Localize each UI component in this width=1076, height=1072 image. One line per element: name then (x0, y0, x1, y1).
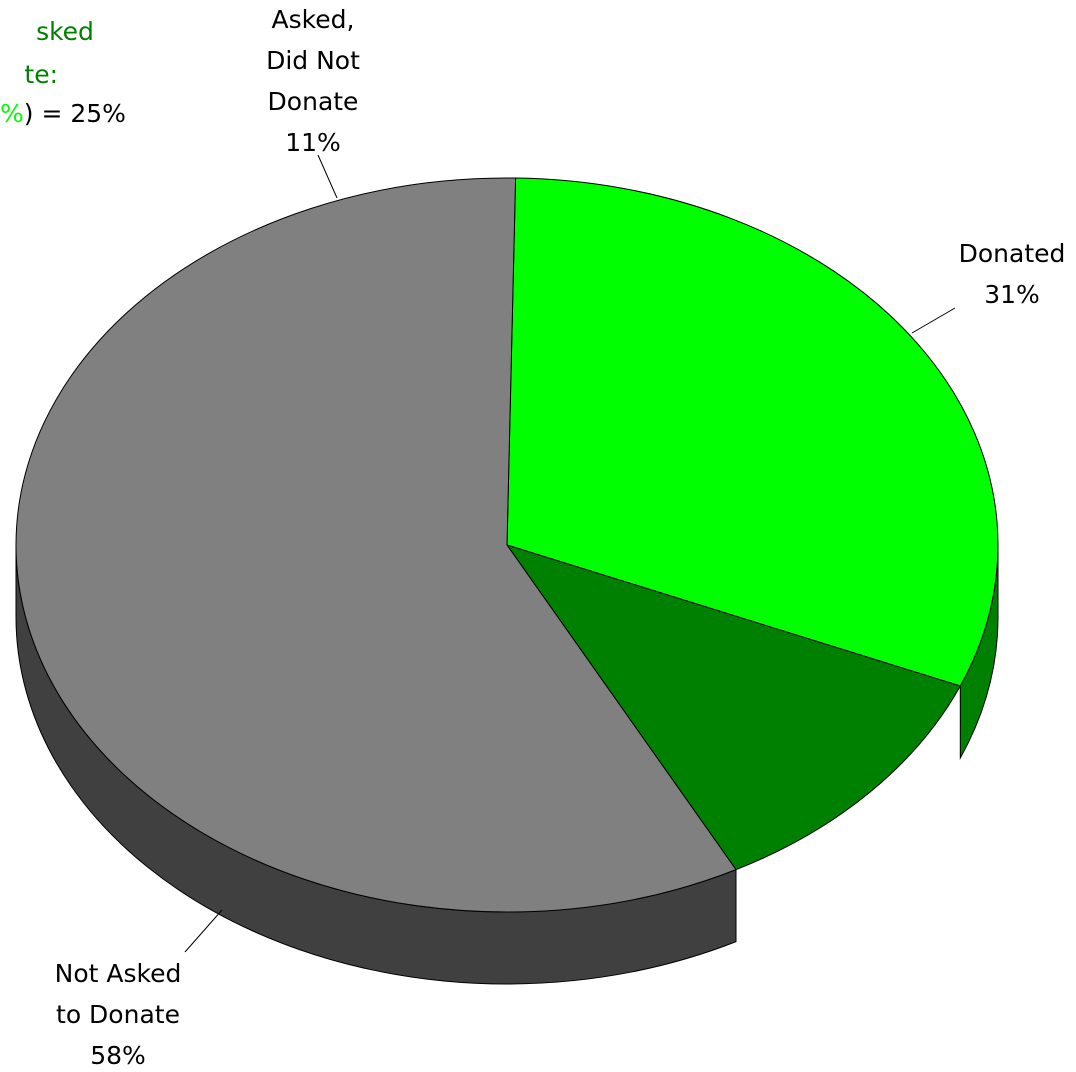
annotation-line-3-rest: ) = 25% (24, 99, 126, 128)
data-label-line: 58% (90, 1041, 146, 1070)
pie-slice-donated (506, 177, 999, 687)
leader-lines (184, 154, 956, 953)
annotation: sked te: %) = 25% (0, 17, 126, 128)
data-labels: Donated 31% Asked, Did Not Donate 11% Not Aske… (55, 5, 1066, 1070)
annotation-line-1-text: sked (36, 17, 94, 46)
data-label-line: 31% (984, 280, 1040, 309)
annotation-line-1: sked (36, 17, 94, 46)
pie-slice-asked-did-not-donate (505, 544, 962, 871)
data-label-not-asked-to-donate: Not Asked to Donate 58% (55, 959, 182, 1070)
leader-line-donated (911, 307, 956, 334)
data-label-donated: Donated 31% (959, 239, 1066, 309)
leader-line-asked-did-not-donate (317, 154, 338, 199)
leader-line-not-asked-to-donate (184, 909, 223, 953)
data-label-line: Not Asked (55, 959, 182, 988)
data-label-line: Asked, (272, 5, 355, 34)
data-label-asked-did-not-donate: Asked, Did Not Donate 11% (266, 5, 360, 157)
data-label-line: 11% (285, 128, 341, 157)
pie-top-layer (15, 177, 999, 913)
data-label-line: Donate (268, 87, 359, 116)
annotation-line-2-text: te: (24, 60, 58, 89)
annotation-line-2: te: (24, 60, 58, 89)
data-label-line: to Donate (56, 1000, 180, 1029)
annotation-line-3-green: % (0, 99, 24, 128)
pie-slice-not-asked-to-donate (15, 177, 737, 913)
data-label-line: Donated (959, 239, 1066, 268)
annotation-line-3: %) = 25% (0, 99, 126, 128)
data-label-line: Did Not (266, 46, 360, 75)
